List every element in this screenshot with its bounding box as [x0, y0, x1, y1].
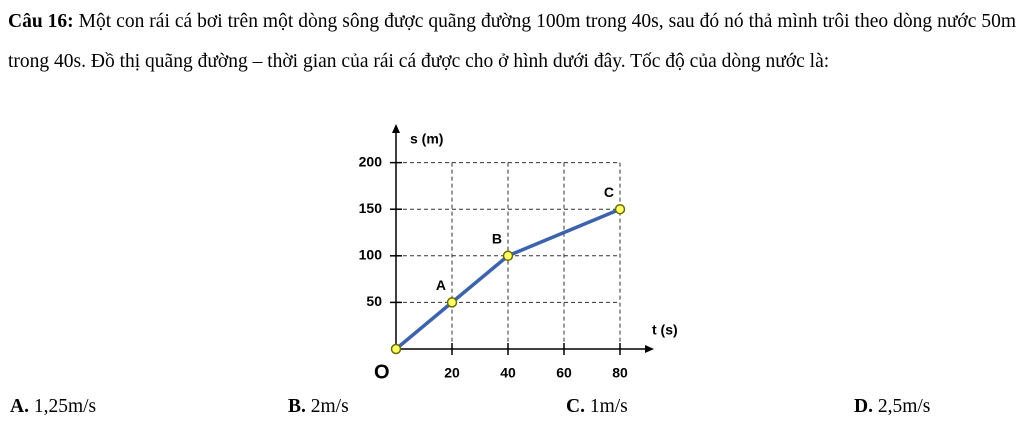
option-text: 1m/s — [589, 396, 628, 417]
chart: 20 40 60 80 50 100 150 200 s (m) t (s) O A B C — [359, 124, 678, 383]
question: Câu 16: Một con rái cá bơi trên một dòng… — [8, 2, 1016, 82]
x-tick-label: 40 — [500, 365, 516, 381]
x-axis-arrow — [645, 345, 654, 353]
question-text: Một con rái cá bơi trên một dòng sông đư… — [8, 11, 1017, 72]
y-tick-label: 200 — [359, 153, 383, 169]
origin-label: O — [374, 361, 390, 383]
option-text: 2m/s — [310, 396, 349, 417]
option-label: B. — [288, 396, 306, 417]
x-tick-label: 20 — [444, 365, 460, 381]
y-axis-label: s (m) — [410, 131, 443, 147]
point-label: C — [604, 184, 614, 200]
option-label: D. — [854, 396, 873, 417]
option-text: 2,5m/s — [877, 396, 931, 417]
option: A. 1,25m/s — [10, 396, 96, 418]
data-line — [394, 207, 621, 351]
x-tick-label: 80 — [612, 365, 628, 381]
data-point — [446, 297, 458, 308]
y-tick-label: 50 — [366, 293, 382, 309]
data-point — [614, 203, 626, 215]
option-label: C. — [566, 396, 585, 417]
point-label: A — [436, 277, 446, 293]
question-label: Câu 16: — [8, 11, 74, 32]
point-label: B — [492, 231, 502, 247]
y-axis-arrow — [392, 124, 400, 133]
option-text: 1,25m/s — [33, 396, 97, 417]
y-tick-label: 150 — [359, 200, 383, 216]
x-axis-label: t (s) — [652, 322, 678, 338]
option: C. 1m/s — [566, 396, 628, 418]
option: D. 2,5m/s — [854, 396, 930, 418]
option-label: A. — [10, 396, 29, 417]
x-tick-label: 60 — [556, 365, 572, 381]
data-point — [390, 343, 402, 355]
option: B. 2m/s — [288, 396, 349, 418]
data-point — [502, 250, 514, 262]
y-tick-label: 100 — [359, 247, 383, 263]
